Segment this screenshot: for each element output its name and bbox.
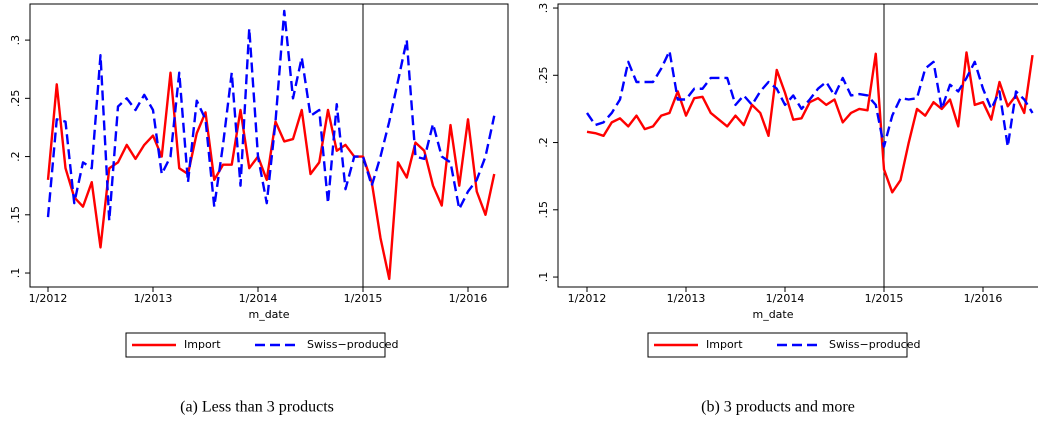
data-line	[586, 51, 1034, 194]
y-tick-label: .1	[9, 268, 22, 279]
x-tick-label: 1/2016	[964, 292, 1003, 305]
y-tick-label: .3	[9, 35, 22, 46]
y-tick-label: .25	[537, 67, 550, 85]
x-tick-label: 1/2015	[344, 292, 383, 305]
x-tick-label: 1/2012	[568, 292, 607, 305]
x-tick-label: 1/2012	[29, 292, 68, 305]
data-line	[46, 71, 496, 281]
legend-box	[125, 332, 386, 358]
data-line	[586, 49, 1034, 148]
x-tick-label: 1/2014	[239, 292, 278, 305]
y-tick-label: .15	[537, 201, 550, 219]
x-tick-label: 1/2013	[667, 292, 706, 305]
y-tick-label: .1	[537, 272, 550, 283]
y-tick-label: .3	[537, 3, 550, 14]
y-tick-label: .2	[537, 137, 550, 148]
y-tick-label: .15	[9, 206, 22, 224]
x-axis-title: m_date	[248, 308, 289, 321]
legend-box	[647, 332, 908, 358]
x-axis-title: m_date	[752, 308, 793, 321]
x-tick-label: 1/2015	[865, 292, 904, 305]
caption: (b) 3 products and more	[701, 399, 855, 416]
legend-label: Import	[184, 338, 221, 351]
legend-label: Import	[706, 338, 743, 351]
data-line	[46, 9, 496, 222]
caption: (a) Less than 3 products	[180, 399, 334, 416]
x-tick-label: 1/2013	[134, 292, 173, 305]
legend-label: Swiss−produced	[829, 338, 920, 351]
plot-frame	[557, 3, 1038, 288]
y-tick-label: .2	[9, 151, 22, 162]
x-tick-label: 1/2014	[766, 292, 805, 305]
x-tick-label: 1/2016	[449, 292, 488, 305]
plot-frame	[29, 3, 509, 288]
legend-label: Swiss−produced	[307, 338, 398, 351]
y-tick-label: .25	[9, 90, 22, 108]
